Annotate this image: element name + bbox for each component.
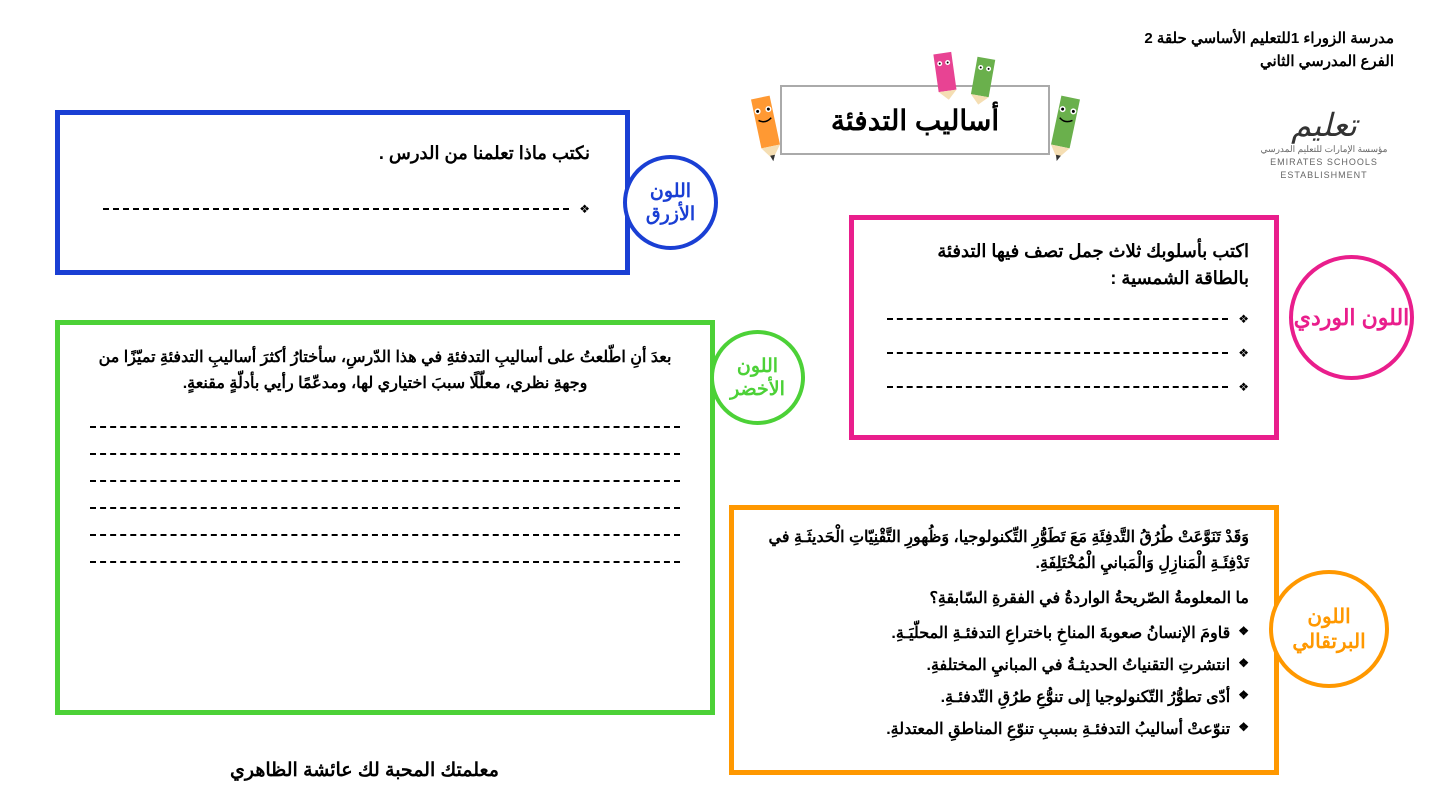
green-label-circle: اللون الأخضر — [710, 330, 805, 425]
lesson-title: أساليب التدفئة — [831, 104, 999, 137]
bullet-icon: ❖ — [1238, 312, 1249, 326]
bullet-icon: ❖ — [1238, 622, 1249, 640]
blue-prompt: نكتب ماذا تعلمنا من الدرس . — [95, 140, 590, 167]
pink-question-box: اكتب بأسلوبك ثلاث جمل تصف فيها التدفئة ب… — [849, 215, 1279, 440]
orange-question: ما المعلومةُ الصّريحةُ الواردةُ في الفقر… — [759, 588, 1249, 608]
answer-line — [90, 534, 680, 536]
bullet-icon: ❖ — [1238, 718, 1249, 736]
logo-en-line2: ESTABLISHMENT — [1280, 170, 1367, 180]
orange-option: ❖ أدّى تطوُّرُ التّكنولوجيا إلى تنوُّعِ ط… — [759, 686, 1249, 710]
school-header: مدرسة الزوراء 1للتعليم الأساسي حلقة 2 ال… — [1144, 28, 1394, 73]
answer-line: ❖ — [95, 202, 590, 216]
orange-question-box: وَقَدْ تَنَوَّعَتْ طُرُقُ التَّدفِئَةِ م… — [729, 505, 1279, 775]
bullet-icon: ❖ — [579, 202, 590, 216]
answer-line — [90, 426, 680, 428]
blue-question-box: نكتب ماذا تعلمنا من الدرس . ❖ — [55, 110, 630, 275]
option-text: أدّى تطوُّرُ التّكنولوجيا إلى تنوُّعِ طر… — [941, 686, 1231, 710]
school-line1: مدرسة الزوراء 1للتعليم الأساسي حلقة 2 — [1144, 28, 1394, 51]
logo: تعليم مؤسسة الإمارات للتعليم المدرسي EMI… — [1254, 88, 1394, 198]
bullet-icon: ❖ — [1238, 654, 1249, 672]
answer-line — [90, 507, 680, 509]
option-text: تنوّعتْ أساليبُ التدفئـةِ بسببِ تنوّعِ ا… — [886, 718, 1230, 742]
bullet-icon: ❖ — [1238, 346, 1249, 360]
answer-line — [90, 480, 680, 482]
orange-option: ❖ تنوّعتْ أساليبُ التدفئـةِ بسببِ تنوّعِ … — [759, 718, 1249, 742]
orange-option: ❖ قاومَ الإنسانُ صعوبةَ المناخِ باختراعِ … — [759, 622, 1249, 646]
teacher-signature: معلمتك المحبة لك عائشة الظاهري — [230, 759, 499, 782]
logo-arabic: تعليم — [1291, 106, 1357, 144]
option-text: قاومَ الإنسانُ صعوبةَ المناخِ باختراعِ ا… — [891, 622, 1230, 646]
bullet-icon: ❖ — [1238, 686, 1249, 704]
logo-subtitle: مؤسسة الإمارات للتعليم المدرسي — [1261, 144, 1388, 155]
green-question-box: بعدَ أنِ اطّلعتُ على أساليبِ التدفئةِ في… — [55, 320, 715, 715]
orange-label-circle: اللون البرتقالي — [1269, 570, 1389, 688]
answer-line — [90, 561, 680, 563]
pink-label-circle: اللون الوردي — [1289, 255, 1414, 380]
answer-line — [90, 453, 680, 455]
blue-label-text: اللون الأزرق — [627, 180, 714, 226]
green-label-text: اللون الأخضر — [714, 355, 801, 401]
blue-label-circle: اللون الأزرق — [623, 155, 718, 250]
answer-line: ❖ — [879, 312, 1249, 326]
pink-label-text: اللون الوردي — [1294, 305, 1410, 331]
answer-line: ❖ — [879, 380, 1249, 394]
orange-passage: وَقَدْ تَنَوَّعَتْ طُرُقُ التَّدفِئَةِ م… — [759, 525, 1249, 576]
bullet-icon: ❖ — [1238, 380, 1249, 394]
lesson-title-banner: أساليب التدفئة — [780, 85, 1050, 155]
pencil-decoration-icon — [926, 43, 963, 102]
orange-label-text: اللون البرتقالي — [1273, 604, 1385, 654]
logo-en-line1: EMIRATES SCHOOLS — [1270, 157, 1378, 167]
orange-option: ❖ انتشرتِ التقنياتُ الحديثـةُ في المبانيِ… — [759, 654, 1249, 678]
green-prompt: بعدَ أنِ اطّلعتُ على أساليبِ التدفئةِ في… — [90, 345, 680, 396]
answer-line: ❖ — [879, 346, 1249, 360]
school-line2: الفرع المدرسي الثاني — [1144, 51, 1394, 74]
pink-prompt: اكتب بأسلوبك ثلاث جمل تصف فيها التدفئة ب… — [879, 238, 1249, 292]
option-text: انتشرتِ التقنياتُ الحديثـةُ في المبانيِ … — [927, 654, 1231, 678]
